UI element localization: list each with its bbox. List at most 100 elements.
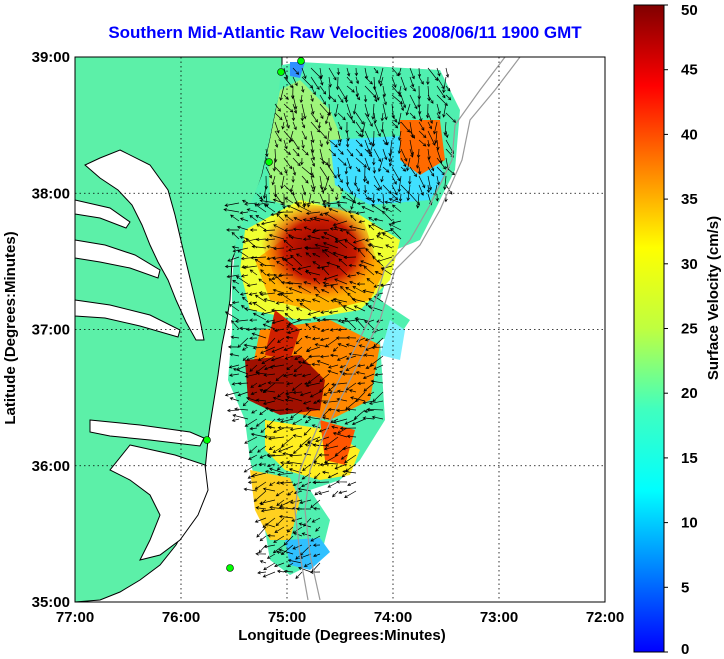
- velocity-arrow: [427, 166, 435, 177]
- velocity-arrow: [349, 280, 357, 285]
- colorbar-tick-label: 20: [681, 385, 698, 402]
- velocity-arrow: [381, 233, 393, 240]
- velocity-arrow: [274, 526, 285, 533]
- velocity-arrow: [377, 198, 384, 204]
- velocity-arrow: [296, 204, 312, 213]
- x-tick-label: 77:00: [56, 609, 94, 626]
- velocity-arrow: [301, 103, 307, 120]
- velocity-arrow: [245, 396, 258, 402]
- velocity-arrow: [260, 346, 276, 354]
- velocity-arrow: [274, 562, 285, 568]
- velocity-arrow: [382, 103, 388, 121]
- velocity-arrow: [232, 285, 240, 294]
- velocity-arrow: [254, 481, 267, 490]
- velocity-arrow: [335, 193, 339, 201]
- velocity-arrow: [363, 353, 375, 357]
- velocity-arrow: [337, 175, 343, 184]
- velocity-arrow: [246, 283, 258, 288]
- velocity-arrow: [426, 184, 431, 194]
- velocity-arrow: [405, 103, 411, 116]
- velocity-arrow: [380, 112, 385, 122]
- velocity-arrow: [373, 67, 379, 74]
- colorbar-tick-label: 0: [681, 641, 689, 658]
- tidal-river-3: [75, 199, 131, 229]
- velocity-arrow: [360, 260, 375, 267]
- velocity-arrow: [286, 395, 303, 402]
- velocity-arrow: [336, 480, 348, 484]
- velocity-arrow: [285, 391, 294, 395]
- velocity-arrow: [310, 184, 315, 193]
- velocity-arrow: [364, 148, 373, 157]
- velocity-arrow: [323, 391, 330, 396]
- velocity-arrow: [231, 300, 240, 305]
- velocity-arrow: [322, 281, 330, 285]
- velocity-arrow: [237, 249, 249, 258]
- velocity-arrow: [275, 373, 285, 382]
- radar-site-marker: [203, 436, 211, 444]
- velocity-arrow: [283, 569, 294, 574]
- velocity-arrow: [304, 270, 321, 276]
- velocity-arrow: [309, 391, 321, 398]
- velocity-arrow: [346, 434, 357, 439]
- velocity-arrow: [323, 175, 330, 192]
- velocity-arrow: [373, 175, 382, 191]
- velocity-arrow: [327, 481, 339, 488]
- velocity-arrow: [362, 289, 375, 294]
- velocity-arrow: [269, 467, 285, 474]
- velocity-arrow: [345, 287, 357, 294]
- velocity-arrow: [278, 445, 294, 453]
- colorbar-tick-label: 50: [681, 2, 698, 19]
- velocity-arrow: [229, 373, 240, 377]
- velocity-arrow: [351, 297, 366, 303]
- velocity-arrow: [266, 273, 276, 277]
- velocity-arrow: [248, 445, 258, 454]
- velocity-arrow: [266, 245, 276, 249]
- velocity-arrow: [311, 337, 321, 341]
- velocity-arrow: [337, 139, 341, 147]
- velocity-arrow: [290, 254, 303, 267]
- velocity-arrow: [343, 454, 357, 464]
- velocity-arrow: [368, 298, 375, 303]
- velocity-arrow: [328, 139, 338, 148]
- velocity-arrow: [283, 103, 294, 113]
- radar-site-marker: [226, 564, 234, 572]
- velocity-arrow: [388, 157, 393, 167]
- velocity-arrow: [304, 335, 312, 339]
- velocity-arrow: [382, 85, 387, 98]
- velocity-arrow: [244, 436, 258, 444]
- velocity-arrow: [301, 139, 305, 149]
- velocity-arrow: [369, 355, 384, 367]
- velocity-arrow: [241, 346, 249, 351]
- velocity-arrow: [346, 157, 352, 170]
- velocity-arrow: [248, 292, 258, 296]
- velocity-arrow: [407, 175, 412, 185]
- velocity-arrow: [310, 76, 320, 91]
- velocity-arrow: [297, 265, 312, 271]
- velocity-arrow: [332, 490, 339, 498]
- velocity-arrow: [229, 352, 240, 357]
- velocity-arrow: [327, 369, 339, 375]
- velocity-arrow: [378, 157, 384, 173]
- velocity-arrow: [321, 202, 339, 206]
- map-grid: [75, 57, 605, 602]
- velocity-arrow: [391, 193, 399, 201]
- velocity-arrow: [272, 445, 285, 453]
- velocity-arrow: [373, 184, 380, 191]
- velocity-arrow: [266, 256, 276, 261]
- velocity-arrow: [333, 225, 348, 231]
- velocity-arrow: [266, 553, 276, 559]
- tidal-river-2: [75, 299, 181, 338]
- map-title: Southern Mid-Atlantic Raw Velocities 200…: [108, 23, 582, 42]
- velocity-arrow: [335, 76, 340, 91]
- velocity-arrow: [242, 400, 249, 407]
- velocity-arrow: [365, 364, 375, 369]
- velocity-arrow: [366, 278, 375, 285]
- velocity-arrow: [227, 345, 240, 349]
- velocity-arrow: [306, 193, 312, 208]
- velocity-arrow: [328, 310, 339, 314]
- velocity-arrow: [262, 487, 276, 492]
- velocity-arrow: [272, 396, 285, 402]
- velocity-arrow: [292, 76, 298, 87]
- velocity-arrow: [397, 130, 402, 142]
- velocity-arrow: [249, 426, 258, 431]
